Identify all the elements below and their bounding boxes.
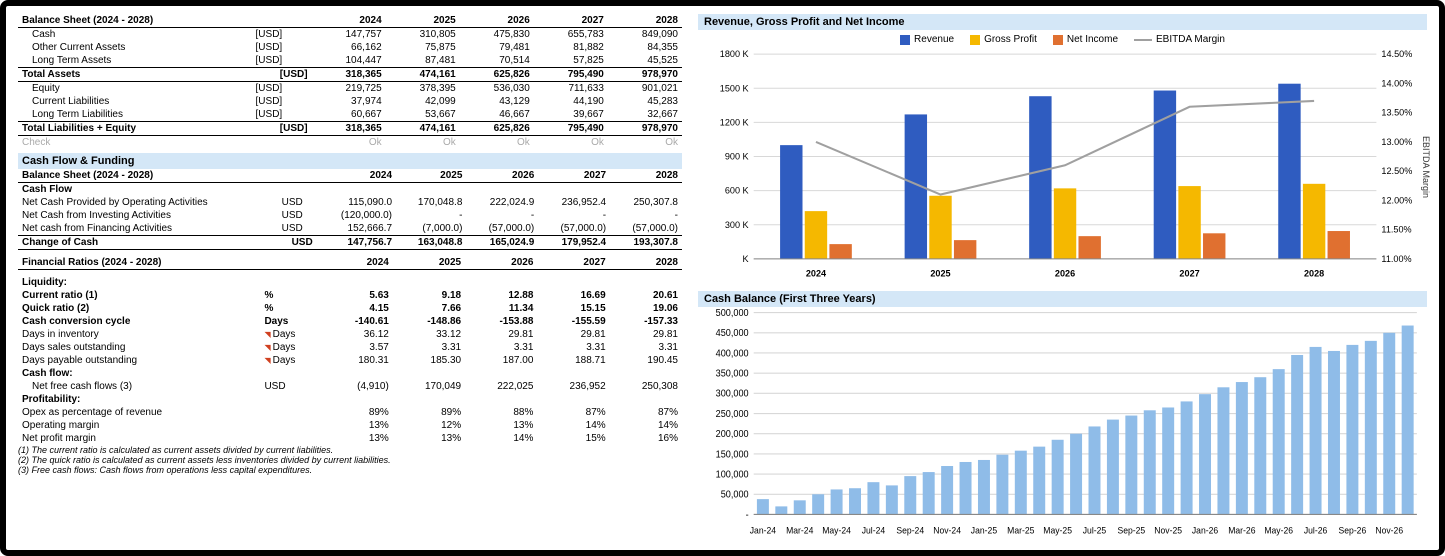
svg-text:May-25: May-25 [1043,525,1072,535]
svg-text:150,000: 150,000 [716,448,749,460]
svg-text:-: - [746,509,749,521]
svg-text:350,000: 350,000 [716,368,749,380]
svg-text:2027: 2027 [1179,268,1199,278]
svg-text:Jul-24: Jul-24 [862,525,885,535]
svg-text:50,000: 50,000 [721,489,749,501]
svg-text:Sep-26: Sep-26 [1339,525,1367,535]
svg-text:300,000: 300,000 [716,388,749,400]
svg-text:K: K [743,254,749,264]
svg-text:500,000: 500,000 [716,307,749,319]
svg-text:2028: 2028 [1304,268,1324,278]
svg-text:May-24: May-24 [822,525,851,535]
svg-text:400,000: 400,000 [716,347,749,359]
svg-text:Sep-24: Sep-24 [896,525,924,535]
svg-text:1200 K: 1200 K [720,117,749,127]
svg-text:Nov-26: Nov-26 [1375,525,1403,535]
svg-text:11.50%: 11.50% [1381,225,1411,235]
svg-text:Sep-25: Sep-25 [1117,525,1145,535]
svg-text:Mar-24: Mar-24 [786,525,813,535]
svg-text:1500 K: 1500 K [720,83,749,93]
svg-text:14.50%: 14.50% [1381,49,1412,59]
svg-text:250,000: 250,000 [716,408,749,420]
svg-text:14.00%: 14.00% [1381,78,1412,88]
chart1-area: K 300 K 600 K 900 K 1200 K 1500 K 1800 K 11.00%… [698,49,1427,285]
svg-text:300 K: 300 K [725,220,749,230]
svg-text:Jan-24: Jan-24 [750,525,776,535]
footnote-2: (2) The quick ratio is calculated as cur… [18,455,682,465]
svg-text:13.50%: 13.50% [1381,108,1412,118]
svg-text:200,000: 200,000 [716,428,749,440]
chart1-title: Revenue, Gross Profit and Net Income [698,14,1427,30]
svg-text:13.00%: 13.00% [1381,137,1412,147]
svg-text:Jul-25: Jul-25 [1083,525,1106,535]
bs-title: Balance Sheet (2024 - 2028) [18,14,252,28]
svg-text:May-26: May-26 [1264,525,1293,535]
left-panel: Balance Sheet (2024 - 2028) 2024 2025 20… [10,10,690,546]
right-panel: Revenue, Gross Profit and Net Income Rev… [690,10,1435,546]
svg-text:11.00%: 11.00% [1381,254,1411,264]
chart1-y2-label: EBITDA Margin [1421,136,1431,198]
svg-text:100,000: 100,000 [716,469,749,481]
svg-text:Jul-26: Jul-26 [1304,525,1327,535]
footnote-3: (3) Free cash flows: Cash flows from ope… [18,465,682,475]
svg-text:2025: 2025 [930,268,950,278]
svg-text:600 K: 600 K [725,186,749,196]
svg-text:Nov-25: Nov-25 [1154,525,1182,535]
svg-text:1800 K: 1800 K [720,49,749,59]
cashflow-table: Balance Sheet (2024 - 2028) 2024 2025 20… [18,169,682,250]
svg-text:2024: 2024 [806,268,827,278]
svg-text:Mar-26: Mar-26 [1228,525,1255,535]
ratios-table: Financial Ratios (2024 - 2028) 2024 2025… [18,256,682,445]
svg-text:2026: 2026 [1055,268,1075,278]
cashflow-header: Cash Flow & Funding [18,153,682,169]
svg-text:12.00%: 12.00% [1381,195,1412,205]
chart2-title: Cash Balance (First Three Years) [698,291,1427,307]
svg-text:Mar-25: Mar-25 [1007,525,1034,535]
chart1-legend: Revenue Gross Profit Net Income EBITDA M… [698,30,1427,49]
svg-text:450,000: 450,000 [716,327,749,339]
svg-text:Jan-25: Jan-25 [971,525,997,535]
footnote-1: (1) The current ratio is calculated as c… [18,445,682,455]
svg-text:Jan-26: Jan-26 [1192,525,1218,535]
svg-text:12.50%: 12.50% [1381,166,1412,176]
svg-text:Nov-24: Nov-24 [933,525,961,535]
balance-sheet-table: Balance Sheet (2024 - 2028) 2024 2025 20… [18,14,682,149]
chart2-area: - 50,000 100,000 150,000 200,000 250,000 300,0… [698,307,1427,543]
svg-text:900 K: 900 K [725,152,749,162]
